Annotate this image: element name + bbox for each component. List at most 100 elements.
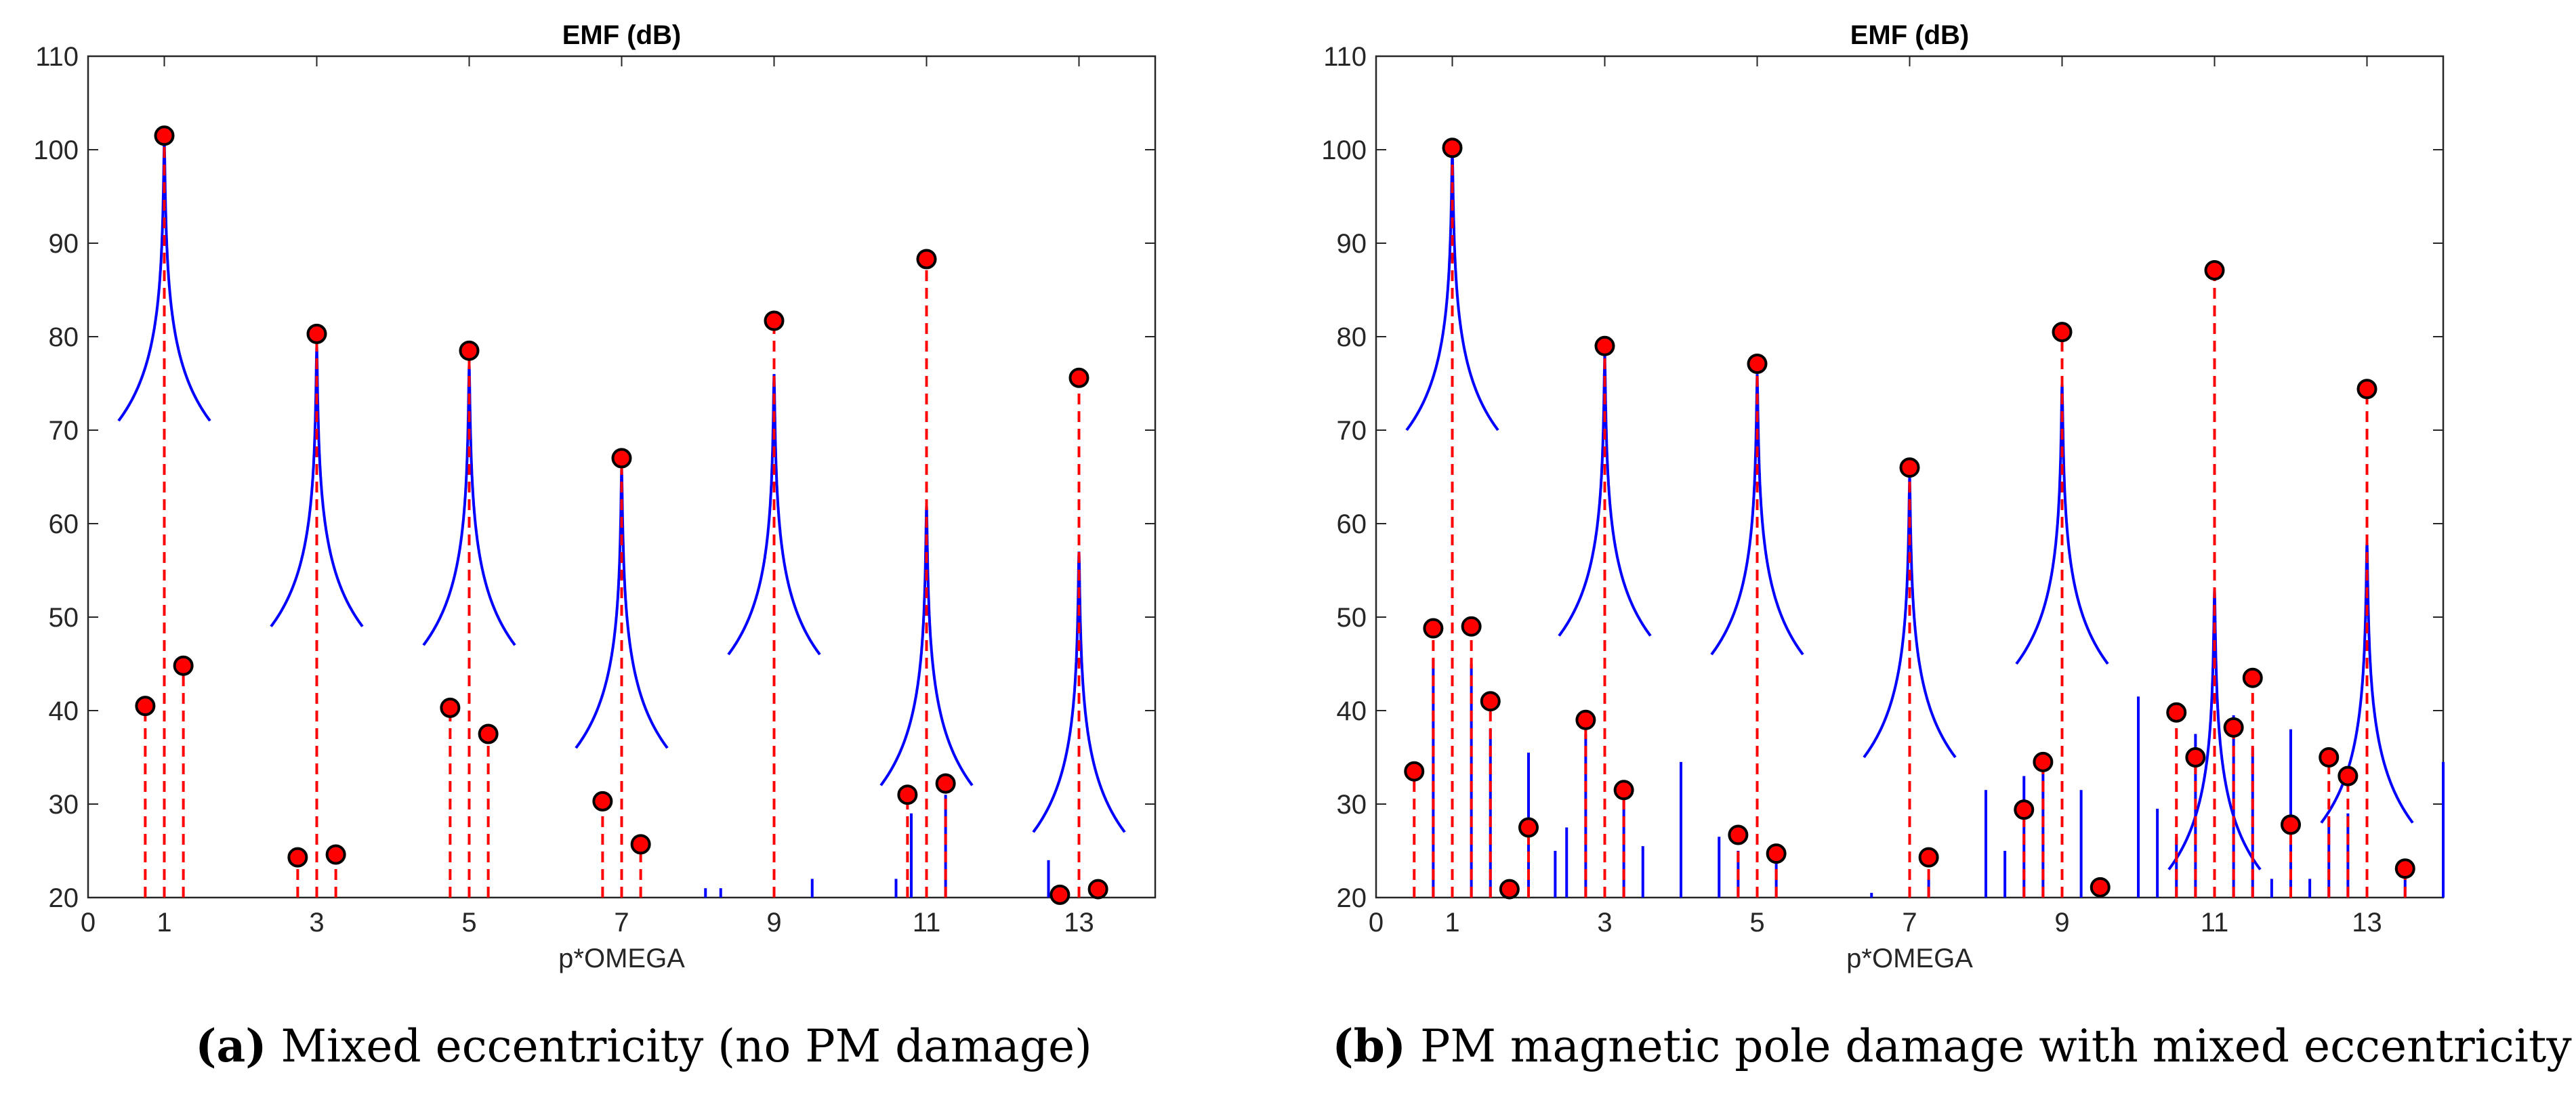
x-tick-label: 9 — [766, 908, 781, 938]
data-point-marker — [2394, 858, 2415, 879]
x-tick-label: 0 — [1369, 908, 1384, 938]
caption-a-letter: (a) — [195, 1019, 267, 1072]
x-axis-label: p*OMEGA — [1846, 944, 1973, 973]
x-axis-label: p*OMEGA — [558, 944, 685, 973]
y-tick-label: 20 — [1337, 883, 1367, 913]
data-point-marker — [1747, 354, 1768, 375]
x-tick-label: 11 — [913, 908, 941, 938]
x-tick-label: 9 — [2054, 908, 2069, 938]
data-point-marker — [2223, 717, 2244, 738]
spectrum-peak — [727, 374, 821, 656]
data-point-marker — [1050, 884, 1071, 905]
data-point-marker — [2033, 751, 2054, 772]
data-point-marker — [2090, 877, 2111, 898]
data-point-marker — [2185, 747, 2206, 767]
y-tick-label: 40 — [49, 696, 79, 726]
data-point-marker — [1442, 138, 1463, 159]
data-point-marker — [1068, 367, 1089, 388]
data-point-marker — [1613, 780, 1634, 801]
data-point-marker — [1480, 691, 1501, 712]
data-point-marker — [1575, 709, 1596, 730]
y-tick-label: 110 — [1323, 42, 1367, 72]
data-point-marker — [611, 448, 632, 469]
data-point-marker — [306, 323, 327, 344]
panel-a: EMF (dB) 20 30 40 50 60 70 80 90 100 110 0 1 3 5 7 9 11 13… — [33, 20, 1247, 1072]
y-tick-label: 70 — [49, 416, 79, 446]
data-point-marker — [2356, 379, 2377, 400]
y-tick-label: 40 — [1337, 696, 1367, 726]
data-point-marker — [1899, 457, 1920, 478]
data-point-marker — [592, 791, 613, 812]
data-point-marker — [1518, 817, 1539, 838]
data-point-marker — [478, 723, 499, 744]
y-tick-label: 90 — [1337, 229, 1367, 259]
x-tick-label: 1 — [157, 908, 171, 938]
y-tick-label: 70 — [1337, 416, 1367, 446]
chart-title: EMF (dB) — [1850, 20, 1970, 50]
spectrum-peak — [1710, 374, 1804, 656]
data-point-marker — [2014, 799, 2035, 820]
caption-a-text: Mixed eccentricity (no PM damage) — [266, 1020, 1092, 1072]
y-tick-label: 20 — [49, 883, 79, 913]
data-point-marker — [1423, 618, 1444, 639]
data-point-marker — [1766, 843, 1787, 864]
x-tick-label: 7 — [614, 908, 629, 938]
caption-b: (b) PM magnetic pole damage with mixed e… — [1329, 1019, 2575, 1072]
data-point-marker — [154, 125, 175, 146]
x-tick-label: 5 — [461, 908, 476, 938]
data-point-marker — [1461, 616, 1482, 637]
caption-a: (a) Mixed eccentricity (no PM damage) — [41, 1019, 1247, 1072]
caption-b-text: PM magnetic pole damage with mixed eccen… — [1405, 1020, 2572, 1072]
y-tick-label: 90 — [49, 229, 79, 259]
data-point-marker — [173, 655, 194, 676]
data-point-marker — [897, 784, 918, 805]
data-point-marker — [630, 834, 651, 855]
data-point-marker — [2281, 814, 2301, 835]
x-tick-label: 7 — [1902, 908, 1917, 938]
x-tick-label: 13 — [2352, 908, 2382, 938]
x-tick-label: 5 — [1749, 908, 1764, 938]
data-point-marker — [135, 696, 156, 717]
data-point-marker — [325, 844, 346, 865]
data-point-marker — [2242, 667, 2263, 688]
data-point-marker — [2052, 322, 2073, 343]
data-point-marker — [1918, 847, 1939, 868]
y-tick-label: 100 — [33, 135, 79, 165]
y-tick-label: 60 — [49, 509, 79, 539]
data-point-marker — [440, 697, 461, 718]
y-tick-label: 30 — [49, 790, 79, 820]
y-tick-label: 50 — [1337, 603, 1367, 633]
data-point-marker — [2319, 747, 2340, 767]
data-point-marker — [287, 847, 308, 868]
y-tick-label: 80 — [49, 322, 79, 352]
y-tick-label: 80 — [1337, 322, 1367, 352]
data-point-marker — [2338, 765, 2359, 786]
data-point-marker — [2166, 702, 2187, 723]
data-point-marker — [1594, 335, 1615, 356]
data-point-marker — [764, 310, 785, 331]
chart-title: EMF (dB) — [562, 20, 682, 50]
data-point-marker — [916, 249, 937, 270]
y-tick-label: 30 — [1337, 790, 1367, 820]
y-tick-label: 60 — [1337, 509, 1367, 539]
x-tick-label: 3 — [309, 908, 324, 938]
x-tick-label: 1 — [1445, 908, 1459, 938]
data-point-marker — [459, 340, 480, 361]
caption-b-letter: (b) — [1332, 1019, 1406, 1072]
x-tick-label: 3 — [1597, 908, 1612, 938]
x-tick-label: 11 — [2201, 908, 2229, 938]
data-point-marker — [1499, 879, 1520, 900]
y-tick-label: 110 — [35, 42, 79, 72]
data-point-marker — [2204, 260, 2225, 281]
y-tick-label: 50 — [49, 603, 79, 633]
data-point-marker — [935, 773, 956, 794]
data-point-marker — [1404, 761, 1425, 782]
panel-b: EMF (dB) 20 30 40 50 60 70 80 90 100 110 0 1 3 5 7 9 11 13… — [1288, 0, 2576, 1094]
data-point-marker — [1728, 824, 1749, 845]
x-tick-label: 0 — [81, 908, 96, 938]
y-tick-label: 100 — [1321, 135, 1367, 165]
data-point-marker — [1087, 879, 1108, 900]
spectrum-peak — [1032, 551, 1126, 833]
